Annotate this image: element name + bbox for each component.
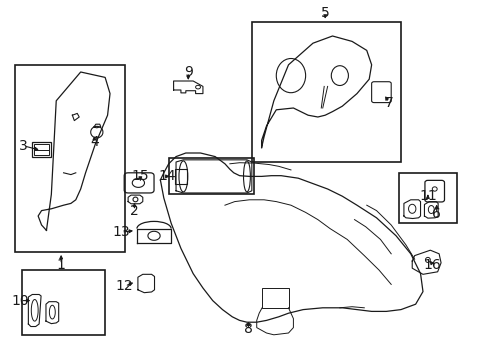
Bar bbox=[15, 65, 124, 252]
Text: 3: 3 bbox=[19, 139, 28, 153]
Text: 8: 8 bbox=[244, 323, 252, 336]
Text: 11: 11 bbox=[418, 189, 436, 203]
Text: 6: 6 bbox=[431, 207, 440, 221]
Text: 9: 9 bbox=[183, 65, 192, 79]
Text: 5: 5 bbox=[320, 6, 329, 19]
Bar bbox=[398, 173, 456, 223]
Text: 12: 12 bbox=[116, 279, 133, 293]
Bar bbox=[34, 144, 49, 155]
Text: 2: 2 bbox=[130, 204, 139, 217]
Text: 14: 14 bbox=[158, 170, 176, 183]
Text: 4: 4 bbox=[90, 135, 99, 149]
Text: 10: 10 bbox=[12, 294, 29, 307]
Text: 13: 13 bbox=[112, 225, 130, 239]
Bar bbox=[168, 158, 254, 194]
Text: 1: 1 bbox=[57, 258, 65, 271]
Text: 7: 7 bbox=[384, 96, 392, 109]
Bar bbox=[22, 270, 105, 335]
Text: 15: 15 bbox=[131, 170, 149, 183]
Bar bbox=[262, 288, 288, 308]
Bar bbox=[175, 169, 186, 184]
Text: 16: 16 bbox=[423, 258, 441, 271]
Bar bbox=[32, 142, 51, 157]
Bar bbox=[251, 22, 400, 162]
